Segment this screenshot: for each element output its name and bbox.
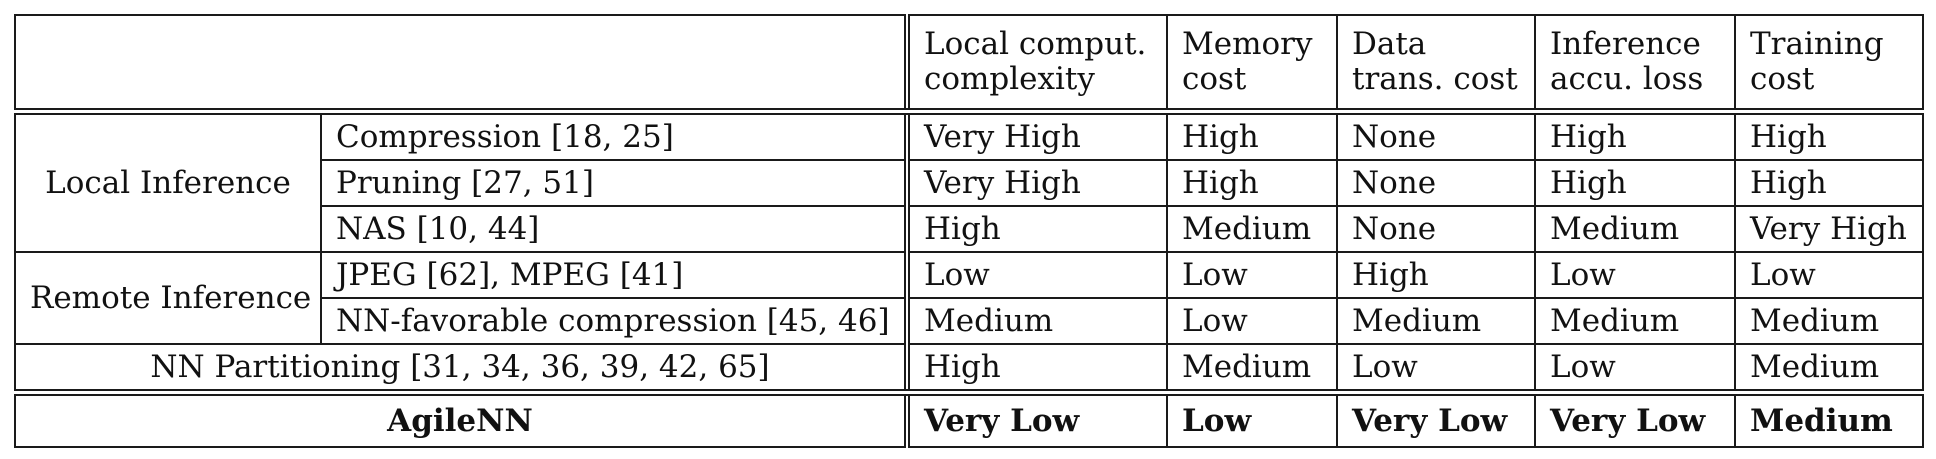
value-cell: Medium xyxy=(1734,391,1924,448)
method-cell: NAS [10, 44] xyxy=(320,205,910,253)
value-cell: High xyxy=(1734,159,1924,207)
header-inference-accu-loss: Inference accu. loss xyxy=(1534,14,1736,115)
value-cell: High xyxy=(1534,110,1736,161)
value-cell: High xyxy=(906,343,1168,396)
header-local-compute-complexity: Local comput. complexity xyxy=(906,14,1168,115)
value-cell: Low xyxy=(1534,343,1736,396)
value-cell: Medium xyxy=(1734,343,1924,396)
value-cell: Very High xyxy=(906,110,1168,161)
header-data-trans-cost: Data trans. cost xyxy=(1336,14,1536,115)
value-cell: High xyxy=(1734,110,1924,161)
value-cell: Very High xyxy=(1734,205,1924,253)
header-memory-cost: Memory cost xyxy=(1166,14,1338,115)
group-label-remote-inference: Remote Inference xyxy=(14,251,322,345)
value-cell: High xyxy=(1166,159,1338,207)
method-cell: NN-favorable compression [45, 46] xyxy=(320,297,910,345)
comparison-table-container: Local comput. complexity Memory cost Dat… xyxy=(14,14,1924,448)
value-cell: Medium xyxy=(1534,297,1736,345)
group-label-local-inference: Local Inference xyxy=(14,110,322,253)
method-cell: JPEG [62], MPEG [41] xyxy=(320,251,910,299)
table-row: Local Inference Compression [18, 25] Ver… xyxy=(14,110,1924,253)
value-cell: Low xyxy=(1166,297,1338,345)
value-cell: None xyxy=(1336,159,1536,207)
method-cell-agilenn: AgileNN xyxy=(14,391,910,448)
table-row-agilenn: AgileNN Very Low Low Very Low Very Low M… xyxy=(14,391,1924,448)
table-row: Pruning [27, 51] Very High High None Hig… xyxy=(15,159,1924,207)
value-cell: Medium xyxy=(1534,205,1736,253)
value-cell: High xyxy=(1336,251,1536,299)
value-cell: Medium xyxy=(1336,297,1536,345)
value-cell: Low xyxy=(1336,343,1536,396)
method-cell-nn-partitioning: NN Partitioning [31, 34, 36, 39, 42, 65] xyxy=(14,343,910,396)
value-cell: Low xyxy=(1734,251,1924,299)
value-cell: Low xyxy=(1166,391,1338,448)
value-cell: None xyxy=(1336,205,1536,253)
value-cell: None xyxy=(1336,110,1536,161)
value-cell: Low xyxy=(1534,251,1736,299)
method-cell: Pruning [27, 51] xyxy=(320,159,910,207)
value-cell: Medium xyxy=(1734,297,1924,345)
value-cell: Very Low xyxy=(906,391,1168,448)
value-cell: High xyxy=(906,205,1168,253)
value-cell: Medium xyxy=(1166,205,1338,253)
value-cell: Medium xyxy=(906,297,1168,345)
header-empty-cell xyxy=(14,14,910,115)
value-cell: Very Low xyxy=(1534,391,1736,448)
value-cell: Very Low xyxy=(1336,391,1536,448)
value-cell: High xyxy=(1166,110,1338,161)
table-row: NN Partitioning [31, 34, 36, 39, 42, 65]… xyxy=(14,343,1924,396)
table-row: NAS [10, 44] High Medium None Medium Ver… xyxy=(15,205,1924,253)
value-cell: Low xyxy=(1166,251,1338,299)
header-row: Local comput. complexity Memory cost Dat… xyxy=(14,14,1924,115)
value-cell: Very High xyxy=(906,159,1168,207)
header-training-cost: Training cost xyxy=(1734,14,1924,115)
value-cell: Medium xyxy=(1166,343,1338,396)
table-row: NN-favorable compression [45, 46] Medium… xyxy=(15,297,1924,345)
value-cell: Low xyxy=(906,251,1168,299)
comparison-table: Local comput. complexity Memory cost Dat… xyxy=(14,14,1924,448)
table-row: Remote Inference JPEG [62], MPEG [41] Lo… xyxy=(14,251,1924,345)
method-cell: Compression [18, 25] xyxy=(320,110,910,161)
value-cell: High xyxy=(1534,159,1736,207)
